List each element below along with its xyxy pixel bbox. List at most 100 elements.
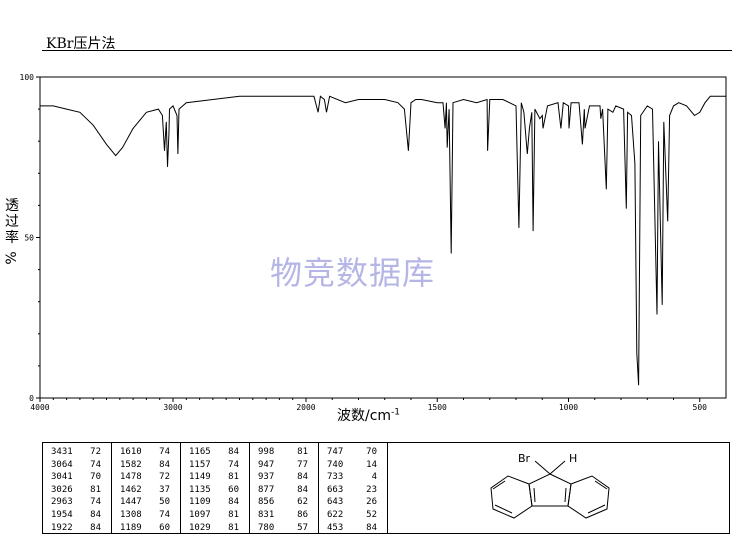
x-axis-label-superscript: -1 [391,407,401,418]
x-tick-label: 3000 [163,403,182,412]
peak-table-row: 1478 72 [112,471,180,484]
atom-h: H [569,452,577,465]
transmittance-value: 57 [297,522,308,533]
peak-table-row: 1922 84 [43,522,111,535]
x-tick-label: 1000 [559,403,578,412]
transmittance-value: 37 [159,484,170,495]
y-axis-label: 透过率% [3,198,21,266]
transmittance-value: 72 [159,472,170,483]
peak-table-row: 937 84 [250,471,318,484]
transmittance-value: 72 [90,447,101,457]
peak-table-row: 1447 50 [112,496,180,509]
transmittance-value: 77 [297,459,308,470]
wavenumber-value: 1029 [189,522,211,533]
wavenumber-value: 747 [327,447,344,457]
wavenumber-value: 1109 [189,497,211,508]
method-label: KBr压片法 [46,36,116,52]
peak-table-row: 998 81 [250,446,318,459]
peak-table-row: 1165 84 [181,446,249,459]
wavenumber-value: 856 [258,497,275,508]
peak-table-row: 3041 70 [43,471,111,484]
peak-table-row: 453 84 [319,522,387,535]
transmittance-value: 84 [297,472,308,483]
ir-spectrum-chart: 4000 3000 2000 1500 1000 500 0 50 100 [20,73,727,412]
peak-table-row: 856 62 [250,496,318,509]
wavenumber-value: 1610 [120,447,142,457]
spectrum-line [40,95,726,386]
transmittance-value: 84 [228,447,239,457]
wavenumber-value: 2963 [51,497,73,508]
transmittance-value: 50 [159,497,170,508]
wavenumber-value: 831 [258,509,275,520]
transmittance-value: 14 [366,459,377,470]
y-axis-label-char: 透 [5,198,19,214]
wavenumber-value: 1157 [189,459,211,470]
wavenumber-value: 740 [327,459,344,470]
wavenumber-value: 947 [258,459,275,470]
wavenumber-value: 1135 [189,484,211,495]
plot-frame [39,76,727,399]
peak-table-row: 733 4 [319,471,387,484]
transmittance-value: 26 [366,497,377,508]
transmittance-value: 81 [228,509,239,520]
wavenumber-value: 663 [327,484,344,495]
peak-table-row: 1135 60 [181,484,249,497]
y-axis-label-unit: % [4,251,20,265]
y-tick-label: 50 [24,234,34,243]
peak-table-row: 1149 81 [181,471,249,484]
peak-table: 3431 72 3064 74 3041 70 3026 81 2963 74 1954 84 1922… [42,442,730,534]
chart-axes [39,76,727,399]
wavenumber-value: 1954 [51,509,73,520]
peak-table-row: 780 57 [250,522,318,535]
transmittance-value: 74 [228,459,239,470]
transmittance-value: 84 [366,522,377,533]
transmittance-value: 81 [297,447,308,457]
transmittance-value: 74 [90,497,101,508]
transmittance-value: 84 [90,522,101,533]
wavenumber-value: 1189 [120,522,142,533]
transmittance-value: 74 [90,459,101,470]
transmittance-value: 86 [297,509,308,520]
peak-table-row: 1097 81 [181,509,249,522]
transmittance-value: 81 [228,472,239,483]
wavenumber-value: 1922 [51,522,73,533]
wavenumber-value: 1149 [189,472,211,483]
peak-table-column: 747 70 740 14 733 4 663 23 643 26 622 52 453 84 [319,443,388,533]
wavenumber-value: 877 [258,484,275,495]
wavenumber-value: 1165 [189,447,211,457]
wavenumber-value: 998 [258,447,275,457]
peak-table-row: 2963 74 [43,496,111,509]
molecular-structure: Br H [490,452,610,519]
atom-br: Br [518,452,531,465]
peak-table-row: 3026 81 [43,484,111,497]
peak-table-row: 1157 74 [181,459,249,472]
peak-table-row: 740 14 [319,459,387,472]
x-tick-label: 4000 [30,403,49,412]
wavenumber-value: 3026 [51,484,73,495]
transmittance-value: 60 [159,522,170,533]
wavenumber-value: 3431 [51,447,73,457]
peak-table-row: 1954 84 [43,509,111,522]
chart-ticks: 4000 3000 2000 1500 1000 500 0 50 100 [20,73,708,412]
watermark: 物竞数据库 [270,254,436,292]
peak-table-column: 1610 74 1582 84 1478 72 1462 37 1447 50 1308 74 1189… [112,443,181,533]
transmittance-value: 84 [159,459,170,470]
fluorene-skeleton [490,460,610,519]
peak-table-column: 3431 72 3064 74 3041 70 3026 81 2963 74 1954 84 1922… [43,443,112,533]
peak-table-row: 1109 84 [181,496,249,509]
peak-table-row: 3064 74 [43,459,111,472]
wavenumber-value: 3041 [51,472,73,483]
transmittance-value: 84 [297,484,308,495]
transmittance-value: 62 [297,497,308,508]
x-axis-label: 波数/cm-1 [337,407,401,424]
peak-table-row: 1610 74 [112,446,180,459]
y-tick-label: 100 [20,73,35,82]
transmittance-value: 70 [366,447,377,457]
peak-table-row: 622 52 [319,509,387,522]
x-tick-label: 1500 [428,403,447,412]
wavenumber-value: 937 [258,472,275,483]
peak-table-row: 1308 74 [112,509,180,522]
transmittance-value: 60 [228,484,239,495]
transmittance-value: 81 [90,484,101,495]
peak-table-row: 831 86 [250,509,318,522]
